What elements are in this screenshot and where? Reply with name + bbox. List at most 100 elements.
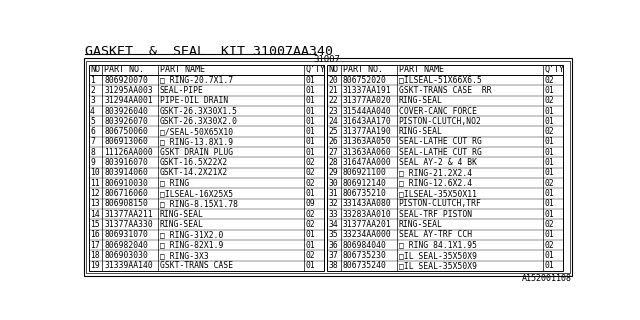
Text: 02: 02: [544, 241, 554, 250]
Text: SEAL-LATHE CUT RG: SEAL-LATHE CUT RG: [399, 138, 481, 147]
Text: GSKT-26.3X30X2.0: GSKT-26.3X30X2.0: [160, 117, 238, 126]
Text: 806750060: 806750060: [104, 127, 148, 136]
Text: 806984040: 806984040: [343, 241, 387, 250]
Text: RING-SEAL: RING-SEAL: [399, 220, 442, 229]
Text: 18: 18: [90, 251, 100, 260]
Text: 01: 01: [305, 189, 316, 198]
Text: 2: 2: [90, 86, 95, 95]
Text: 01: 01: [305, 127, 316, 136]
Text: 31377AA201: 31377AA201: [343, 220, 392, 229]
Text: GSKT DRAIN PLUG: GSKT DRAIN PLUG: [160, 148, 233, 157]
Text: PISTON-CLUTCH,NO2: PISTON-CLUTCH,NO2: [399, 117, 481, 126]
Text: □/SEAL-50X65X10: □/SEAL-50X65X10: [160, 127, 233, 136]
Text: □ILSEAL-35X50X11: □ILSEAL-35X50X11: [399, 189, 477, 198]
Text: □ RING-20.7X1.7: □ RING-20.7X1.7: [160, 76, 233, 84]
Text: 31647AA000: 31647AA000: [343, 158, 392, 167]
Text: 02: 02: [305, 251, 316, 260]
Text: RING-SEAL: RING-SEAL: [160, 210, 204, 219]
Bar: [327, 65, 563, 271]
Text: GSKT-26.3X30X1.5: GSKT-26.3X30X1.5: [160, 107, 238, 116]
Text: 25: 25: [329, 127, 339, 136]
Text: 02: 02: [544, 96, 554, 105]
Text: 28: 28: [329, 158, 339, 167]
Text: 3: 3: [90, 96, 95, 105]
Text: 15: 15: [90, 220, 100, 229]
Text: □ RING-31X2.0: □ RING-31X2.0: [160, 230, 223, 239]
Text: 01: 01: [544, 117, 554, 126]
Text: 803916070: 803916070: [104, 158, 148, 167]
Text: NO: NO: [329, 65, 339, 74]
Text: 02: 02: [305, 210, 316, 219]
Text: 02: 02: [544, 179, 554, 188]
Text: PIPE-OIL DRAIN: PIPE-OIL DRAIN: [160, 96, 228, 105]
Text: 11: 11: [90, 179, 100, 188]
Bar: [88, 65, 324, 271]
Text: 26: 26: [329, 138, 339, 147]
Text: 32: 32: [329, 199, 339, 208]
Text: 33283AA010: 33283AA010: [343, 210, 392, 219]
Text: 13: 13: [90, 199, 100, 208]
Text: □ILSEAL-51X66X6.5: □ILSEAL-51X66X6.5: [399, 76, 481, 84]
Text: 01: 01: [544, 230, 554, 239]
Text: 01: 01: [305, 86, 316, 95]
Text: PART NAME: PART NAME: [160, 65, 205, 74]
Text: 806912140: 806912140: [343, 179, 387, 188]
Text: 806716060: 806716060: [104, 189, 148, 198]
Text: 33234AA000: 33234AA000: [343, 230, 392, 239]
Text: 35: 35: [329, 230, 339, 239]
Text: □IL SEAL-35X50X9: □IL SEAL-35X50X9: [399, 251, 477, 260]
Text: □IL SEAL-35X50X9: □IL SEAL-35X50X9: [399, 261, 477, 270]
Text: RING-SEAL: RING-SEAL: [399, 96, 442, 105]
Text: 01: 01: [544, 168, 554, 177]
Text: 09: 09: [305, 199, 316, 208]
Text: 02: 02: [544, 76, 554, 84]
Text: 31377AA211: 31377AA211: [104, 210, 153, 219]
Text: COVER-CANC FORCE: COVER-CANC FORCE: [399, 107, 477, 116]
Text: RING-SEAL: RING-SEAL: [160, 220, 204, 229]
Text: 01: 01: [544, 138, 554, 147]
Text: 01: 01: [305, 107, 316, 116]
Bar: [86, 61, 570, 273]
Text: □ RING-8.15X1.78: □ RING-8.15X1.78: [160, 199, 238, 208]
Text: 806908150: 806908150: [104, 199, 148, 208]
Text: 806903030: 806903030: [104, 251, 148, 260]
Text: 01: 01: [544, 261, 554, 270]
Text: □ RING-12.6X2.4: □ RING-12.6X2.4: [399, 179, 472, 188]
Text: SEAL-PIPE: SEAL-PIPE: [160, 86, 204, 95]
Text: 806910030: 806910030: [104, 179, 148, 188]
Text: 01: 01: [544, 107, 554, 116]
Text: SEAL AY-2 & 4 BK: SEAL AY-2 & 4 BK: [399, 158, 477, 167]
Text: 37: 37: [329, 251, 339, 260]
Text: 01: 01: [305, 76, 316, 84]
Text: 31363AA050: 31363AA050: [343, 138, 392, 147]
Text: 01: 01: [305, 117, 316, 126]
Text: 21: 21: [329, 86, 339, 95]
Text: 1: 1: [90, 76, 95, 84]
Text: 803914060: 803914060: [104, 168, 148, 177]
Text: 01: 01: [544, 199, 554, 208]
Text: 24: 24: [329, 117, 339, 126]
Text: □ RING 84.1X1.95: □ RING 84.1X1.95: [399, 241, 477, 250]
Text: 01: 01: [544, 251, 554, 260]
Text: 9: 9: [90, 158, 95, 167]
Text: 806752020: 806752020: [343, 76, 387, 84]
Text: 33143AA080: 33143AA080: [343, 199, 392, 208]
Text: 8: 8: [90, 148, 95, 157]
Text: 806913060: 806913060: [104, 138, 148, 147]
Text: 34: 34: [329, 220, 339, 229]
Text: 02: 02: [544, 220, 554, 229]
Text: 01: 01: [305, 261, 316, 270]
Text: □ RING-13.8X1.9: □ RING-13.8X1.9: [160, 138, 233, 147]
Text: 31339AA140: 31339AA140: [104, 261, 153, 270]
Text: 31643AA170: 31643AA170: [343, 117, 392, 126]
Text: 806931070: 806931070: [104, 230, 148, 239]
Text: 01: 01: [544, 86, 554, 95]
Text: □ RING-3X3: □ RING-3X3: [160, 251, 209, 260]
Text: 14: 14: [90, 210, 100, 219]
Text: PART NO.: PART NO.: [343, 65, 383, 74]
Text: 38: 38: [329, 261, 339, 270]
Text: 31007: 31007: [313, 55, 340, 64]
Text: Q'TY: Q'TY: [544, 65, 564, 74]
Text: 02: 02: [305, 179, 316, 188]
Text: 30: 30: [329, 179, 339, 188]
